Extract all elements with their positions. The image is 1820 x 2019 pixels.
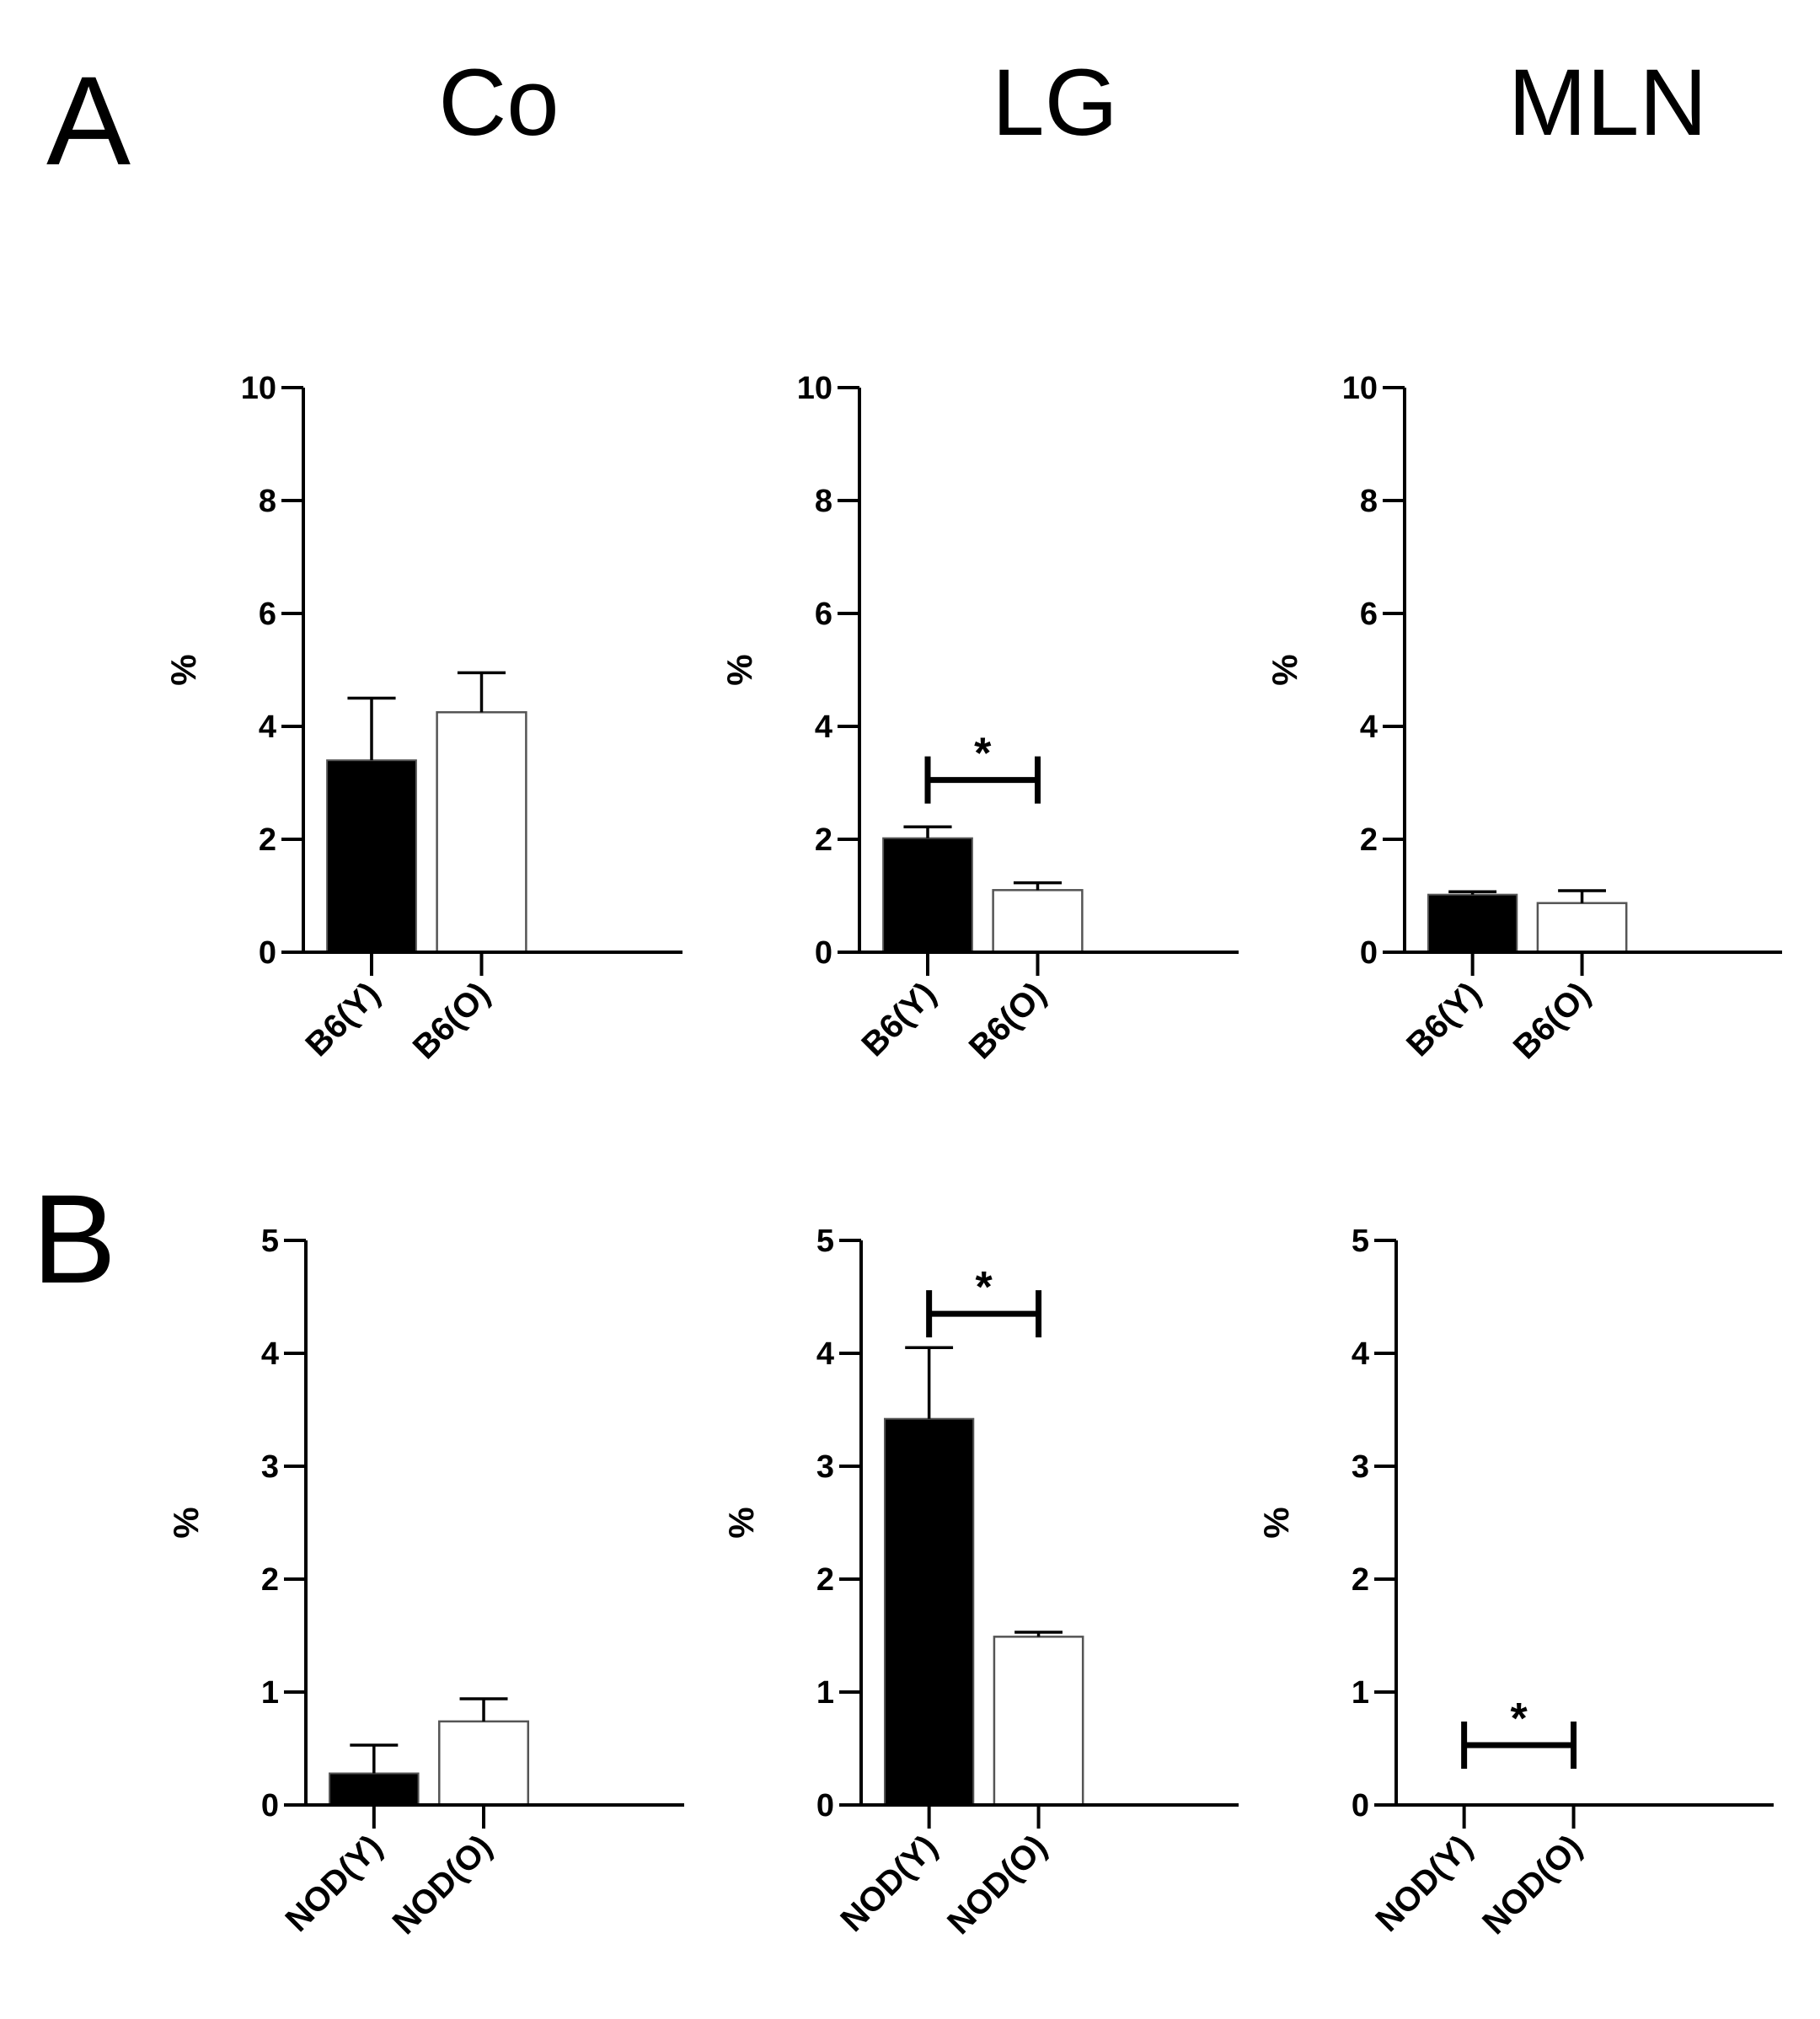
y-tick-label: 2: [1352, 1562, 1369, 1598]
bar: [438, 1720, 530, 1807]
y-tick-label: 2: [261, 1562, 279, 1598]
x-tick-label: B6(Y): [854, 975, 943, 1063]
y-tick-label: 5: [1352, 1224, 1369, 1259]
y-tick-label: 0: [815, 935, 832, 971]
x-tick-label: B6(Y): [298, 975, 387, 1063]
chart-a-co: 0 2 4 6 8 10% B6(Y) B6(O): [163, 371, 682, 1066]
y-axis-label: %: [1256, 1507, 1296, 1538]
bar: [1427, 893, 1518, 954]
bar: [884, 1417, 975, 1806]
x-tick-label: NOD(O): [940, 1828, 1054, 1941]
y-tick-label: 8: [1360, 484, 1378, 519]
y-axis-label: %: [163, 654, 203, 685]
y-tick-label: 0: [261, 1788, 279, 1824]
y-tick-label: 0: [816, 1788, 834, 1824]
x-tick-label: NOD(O): [386, 1828, 500, 1941]
chart-b-mln: 0 1 2 3 4 5% NOD(Y)NOD(O) *: [1256, 1224, 1774, 1941]
y-tick-label: 5: [816, 1224, 834, 1259]
y-tick-label: 2: [1360, 822, 1378, 858]
y-tick-label: 4: [816, 1336, 834, 1372]
column-title-co: Co: [438, 50, 559, 155]
chart-b-co: 0 1 2 3 4 5% NOD(Y)NOD(O): [166, 1224, 684, 1941]
y-tick-label: 6: [259, 597, 276, 632]
panel-label-a: A: [46, 50, 131, 191]
y-tick-label: 4: [815, 710, 832, 745]
y-tick-label: 5: [261, 1224, 279, 1259]
chart-b-lg: 0 1 2 3 4 5% NOD(Y)NOD(O) *: [721, 1224, 1239, 1941]
significance-asterisk: *: [974, 730, 992, 779]
bar: [329, 1772, 420, 1806]
y-tick-label: 0: [259, 935, 276, 971]
y-tick-label: 0: [1352, 1788, 1369, 1824]
y-tick-label: 2: [815, 822, 832, 858]
y-tick-label: 4: [1352, 1336, 1369, 1372]
y-tick-label: 3: [261, 1449, 279, 1485]
x-tick-label: NOD(Y): [1368, 1828, 1480, 1939]
bar: [326, 759, 417, 954]
x-tick-label: B6(O): [1507, 975, 1598, 1066]
chart-a-mln: 0 2 4 6 8 10% B6(Y) B6(O): [1265, 371, 1782, 1066]
y-tick-label: 0: [1360, 935, 1378, 971]
y-tick-label: 1: [816, 1675, 834, 1711]
column-title-mln: MLN: [1508, 50, 1707, 155]
y-axis-label: %: [1265, 654, 1304, 685]
y-tick-label: 4: [259, 710, 276, 745]
y-tick-label: 4: [261, 1336, 279, 1372]
x-tick-label: NOD(Y): [279, 1828, 390, 1939]
y-axis-label: %: [720, 654, 759, 685]
y-tick-label: 6: [1360, 597, 1378, 632]
y-tick-label: 3: [1352, 1449, 1369, 1485]
y-tick-label: 8: [259, 484, 276, 519]
x-tick-label: B6(O): [406, 975, 497, 1066]
y-tick-label: 2: [816, 1562, 834, 1598]
y-tick-label: 8: [815, 484, 832, 519]
y-tick-label: 10: [1342, 371, 1378, 406]
x-tick-label: B6(O): [962, 975, 1053, 1066]
y-tick-label: 2: [259, 822, 276, 858]
y-tick-label: 3: [816, 1449, 834, 1485]
bar: [436, 711, 527, 954]
y-tick-label: 4: [1360, 710, 1378, 745]
y-axis-label: %: [166, 1507, 206, 1538]
y-tick-label: 1: [261, 1675, 279, 1711]
y-tick-label: 10: [241, 371, 276, 406]
bar: [1536, 902, 1628, 954]
x-tick-label: NOD(O): [1475, 1828, 1589, 1941]
significance-asterisk: *: [1510, 1695, 1528, 1743]
column-title-lg: LG: [992, 50, 1117, 155]
y-tick-label: 6: [815, 597, 832, 632]
chart-a-lg: 0 2 4 6 8 10% B6(Y) B6(O) *: [720, 371, 1239, 1066]
y-tick-label: 10: [797, 371, 832, 406]
bar: [993, 1636, 1084, 1807]
y-tick-label: 1: [1352, 1675, 1369, 1711]
x-tick-label: B6(Y): [1400, 975, 1488, 1063]
significance-asterisk: *: [975, 1263, 993, 1312]
x-tick-label: NOD(Y): [833, 1828, 945, 1939]
bar: [882, 837, 973, 953]
panel-label-b: B: [32, 1168, 116, 1309]
bar: [992, 889, 1084, 954]
y-axis-label: %: [721, 1507, 761, 1538]
